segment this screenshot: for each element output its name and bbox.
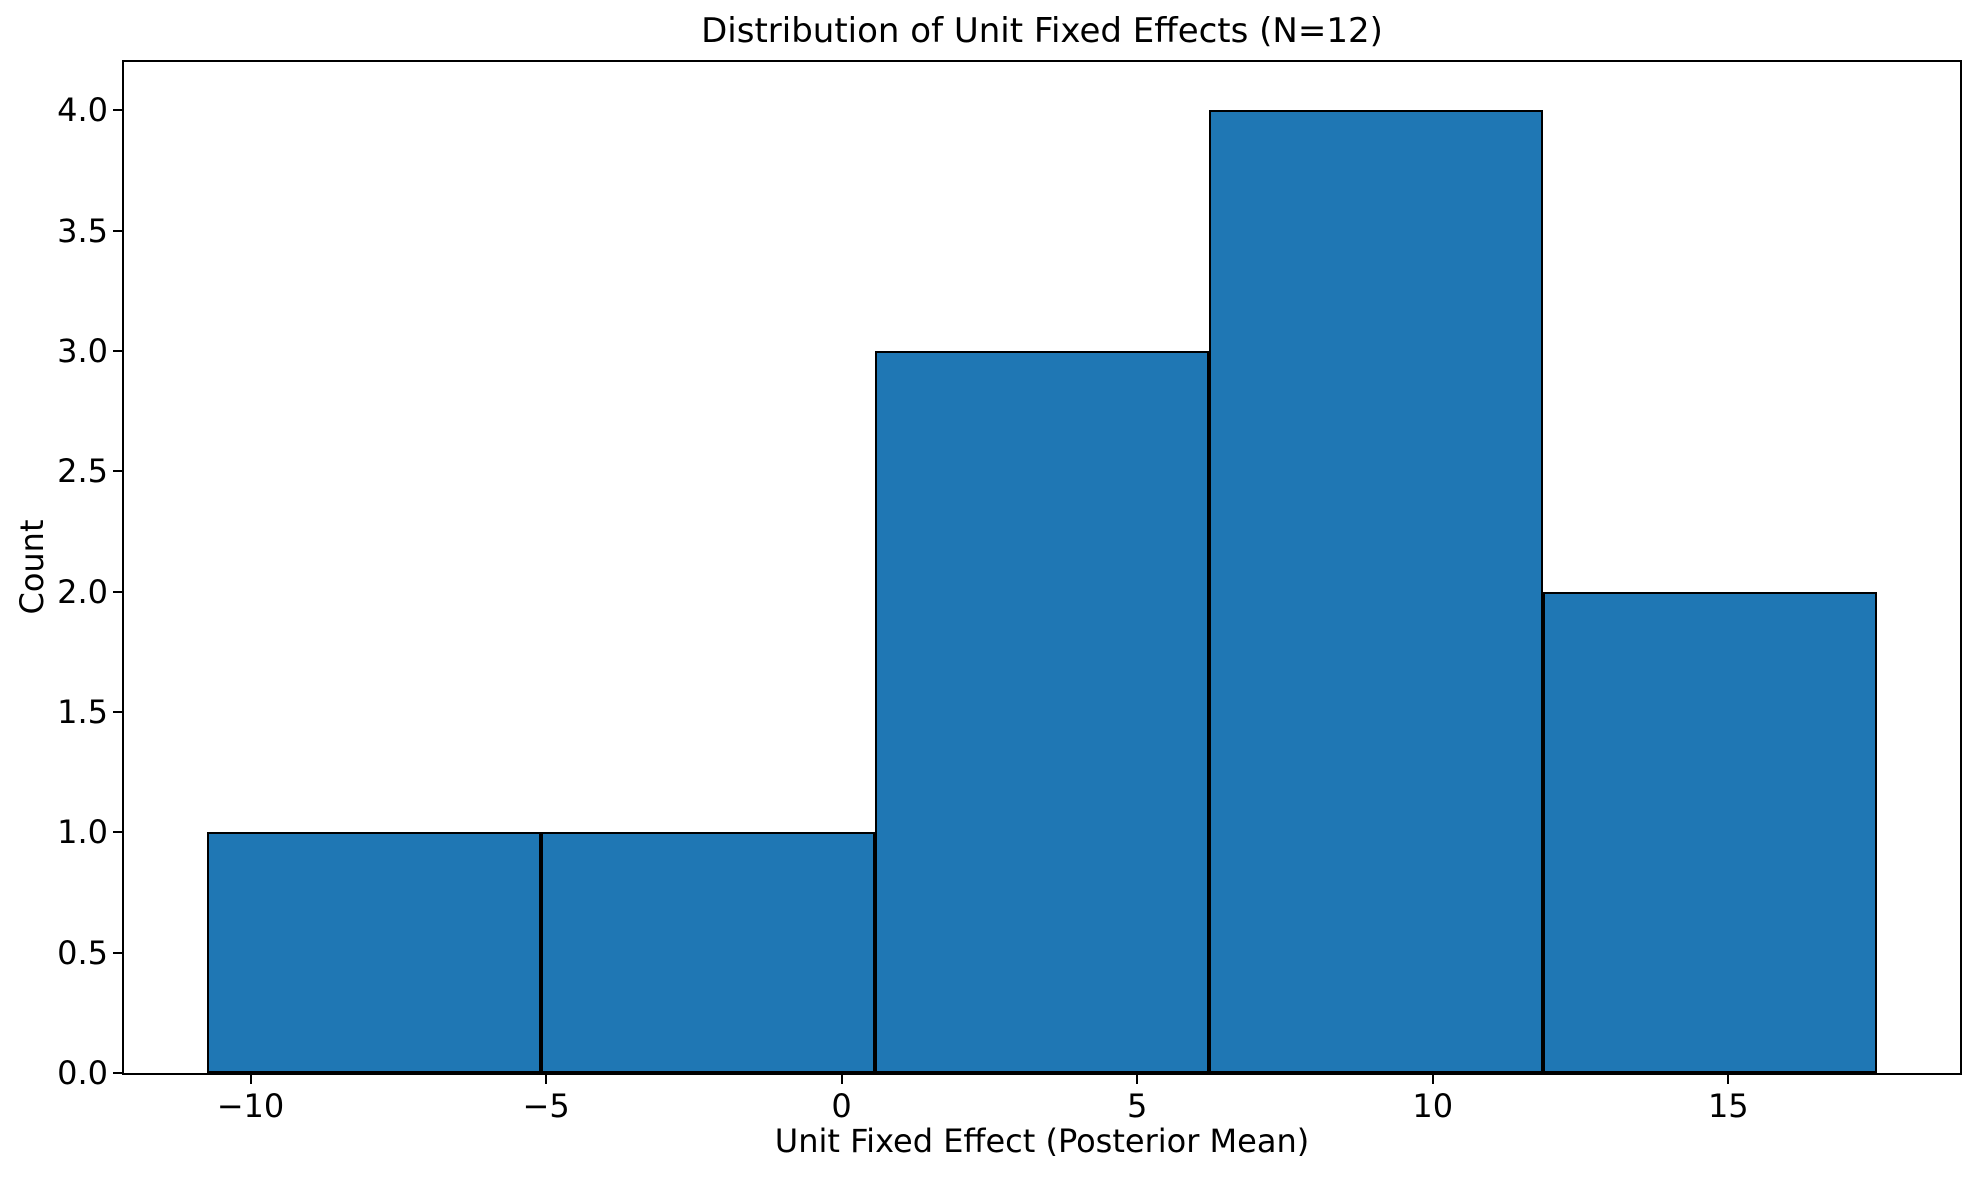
x-tick-mark <box>1727 1075 1730 1084</box>
x-tick-mark <box>545 1075 548 1084</box>
y-tick-label: 3.5 <box>57 211 108 250</box>
x-tick-label: 5 <box>1127 1087 1148 1125</box>
y-tick-label: 2.5 <box>57 452 108 491</box>
x-tick-mark <box>1431 1075 1434 1084</box>
x-tick-label: 15 <box>1707 1087 1749 1125</box>
histogram-bar <box>1543 591 1878 1073</box>
y-tick-mark <box>113 831 122 834</box>
y-tick-mark <box>113 710 122 713</box>
plot-area <box>122 60 1962 1075</box>
y-tick-label: 0.0 <box>57 1054 108 1092</box>
x-tick-label: 10 <box>1412 1087 1454 1125</box>
x-axis-label: Unit Fixed Effect (Posterior Mean) <box>774 1122 1310 1160</box>
y-tick-label: 0.5 <box>57 933 108 972</box>
x-tick-mark <box>840 1075 843 1084</box>
x-tick-label: 0 <box>831 1087 852 1125</box>
chart-title: Distribution of Unit Fixed Effects (N=12… <box>701 11 1383 51</box>
y-tick-mark <box>113 229 122 232</box>
y-tick-label: 4.0 <box>57 91 108 130</box>
y-tick-label: 3.0 <box>57 331 108 370</box>
y-tick-label: 2.0 <box>57 572 108 611</box>
y-tick-mark <box>113 1072 122 1074</box>
y-tick-mark <box>113 109 122 112</box>
x-tick-mark <box>1136 1075 1139 1084</box>
y-tick-mark <box>113 470 122 473</box>
y-tick-mark <box>113 349 122 352</box>
y-tick-mark <box>113 951 122 954</box>
histogram-bar <box>540 832 876 1073</box>
x-tick-mark <box>249 1075 252 1084</box>
y-tick-label: 1.5 <box>57 692 108 731</box>
histogram-bar <box>206 832 541 1073</box>
histogram-bar <box>1209 110 1544 1073</box>
y-tick-mark <box>113 590 122 593</box>
x-tick-label: −5 <box>522 1087 570 1125</box>
x-tick-label: −10 <box>216 1087 285 1125</box>
histogram-bar <box>875 350 1210 1073</box>
y-tick-label: 1.0 <box>57 813 108 852</box>
